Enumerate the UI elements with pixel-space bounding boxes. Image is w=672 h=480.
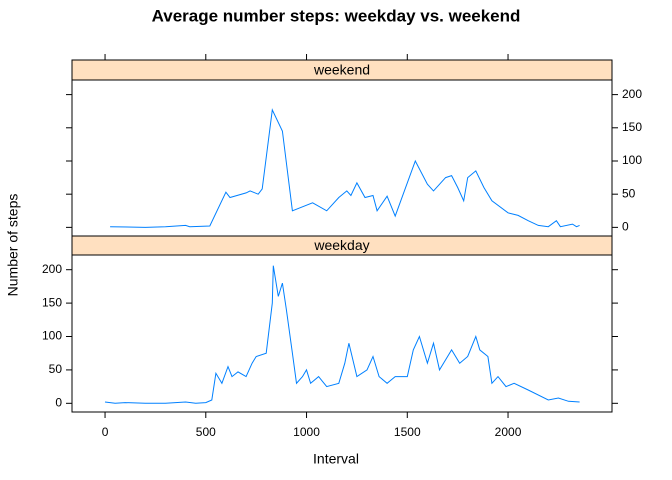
y-tick-label: 50 xyxy=(622,186,636,200)
x-tick-label: 1000 xyxy=(293,425,320,439)
x-tick-label: 2000 xyxy=(495,425,522,439)
y-tick-label: 100 xyxy=(622,153,642,167)
y-tick-label: 50 xyxy=(49,362,63,376)
chart-title: Average number steps: weekday vs. weeken… xyxy=(152,6,521,25)
y-tick-label: 200 xyxy=(42,262,62,276)
data-line xyxy=(110,108,580,228)
y-tick-label: 200 xyxy=(622,87,642,101)
x-tick-label: 0 xyxy=(102,425,109,439)
y-tick-label: 0 xyxy=(622,220,629,234)
y-tick-label: 150 xyxy=(42,295,62,309)
strip-label: weekday xyxy=(313,237,369,253)
y-tick-label: 150 xyxy=(622,120,642,134)
y-axis-label: Number of steps xyxy=(5,194,21,297)
data-line xyxy=(104,265,580,404)
x-tick-label: 1500 xyxy=(394,425,421,439)
panel xyxy=(71,79,613,237)
strip-label: weekend xyxy=(313,62,370,78)
y-tick-label: 100 xyxy=(42,329,62,343)
y-tick-label: 0 xyxy=(55,395,62,409)
x-tick-label: 500 xyxy=(196,425,216,439)
panel xyxy=(71,254,613,413)
x-axis-label: Interval xyxy=(313,451,359,467)
